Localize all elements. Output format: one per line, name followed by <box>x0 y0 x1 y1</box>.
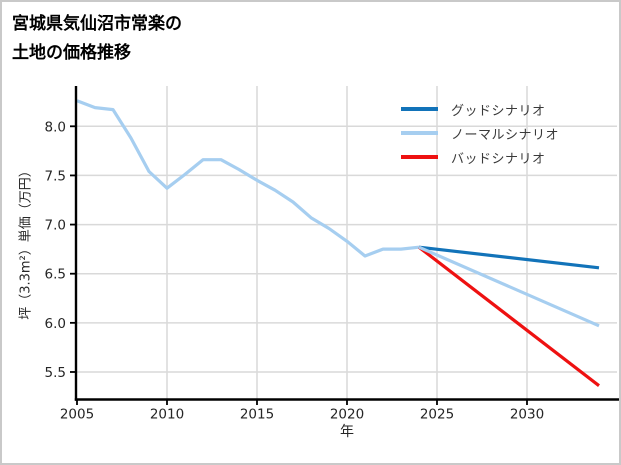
legend-swatch-bad-line-icon <box>401 155 438 159</box>
y-tick-label-7.5: 7.5 <box>45 168 66 184</box>
legend-label-normal: ノーマルシナリオ <box>451 127 560 143</box>
legend-item-normal: ノーマルシナリオ <box>401 121 559 145</box>
x-tick-label-2010: 2010 <box>150 407 184 423</box>
legend-label-bad: バッドシナリオ <box>451 151 546 167</box>
legend-swatch-good-line-icon <box>401 107 438 111</box>
y-tick-label-7.0: 7.0 <box>45 218 66 234</box>
chart-title-line1: 宮城県気仙沼市常楽の <box>12 14 182 34</box>
series-line-history <box>76 99 420 258</box>
series-line-bad-scenario <box>418 245 600 387</box>
x-tick-label-2015: 2015 <box>240 407 274 423</box>
y-tick-label-6.5: 6.5 <box>45 267 66 283</box>
x-tick-label-2030: 2030 <box>510 407 544 423</box>
legend-label-good: グッドシナリオ <box>451 103 546 119</box>
y-axis-label: 坪（3.3m²）単価（万円） <box>18 164 34 320</box>
x-tick-label-2020: 2020 <box>330 407 364 423</box>
legend-swatch-normal-line-icon <box>401 131 438 135</box>
x-tick-label-2025: 2025 <box>420 407 454 423</box>
y-tick-label-6.0: 6.0 <box>45 316 66 332</box>
legend-item-bad: バッドシナリオ <box>401 145 559 169</box>
chart-title-line2: 土地の価格推移 <box>12 43 131 63</box>
series-line-normal-scenario <box>418 245 600 328</box>
chart-title: 宮城県気仙沼市常楽の 土地の価格推移 <box>12 10 182 68</box>
y-tick-label-8.0: 8.0 <box>45 119 66 135</box>
x-tick-label-2005: 2005 <box>60 407 94 423</box>
legend-item-good: グッドシナリオ <box>401 97 559 121</box>
legend: グッドシナリオ ノーマルシナリオ バッドシナリオ <box>401 97 559 169</box>
y-tick-label-5.5: 5.5 <box>45 365 66 381</box>
x-axis-label: 年 <box>340 424 354 440</box>
series-line-good-scenario <box>418 245 600 270</box>
